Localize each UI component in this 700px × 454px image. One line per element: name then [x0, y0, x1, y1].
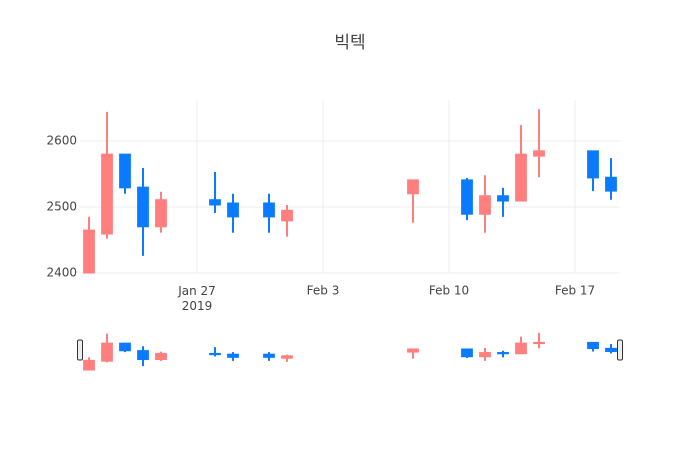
- candle-body: [281, 209, 293, 222]
- candle-body: [515, 153, 527, 202]
- candle-body: [533, 150, 545, 157]
- candle-body: [263, 202, 275, 218]
- candle-body: [119, 153, 131, 189]
- candle-body-mini: [461, 348, 473, 358]
- x-tick-label: Feb 10: [429, 284, 469, 298]
- candle-body-mini: [263, 353, 275, 358]
- candle-body: [155, 199, 167, 228]
- candle-body: [83, 229, 95, 274]
- candle-body-mini: [479, 352, 491, 358]
- candle-body-mini: [227, 353, 239, 358]
- candle-body: [137, 186, 149, 228]
- x-tick-label: Feb 17: [555, 284, 595, 298]
- candle-body: [209, 199, 221, 206]
- range-handle: [617, 339, 623, 361]
- candle-body-mini: [83, 359, 95, 371]
- y-tick-label: 2400: [46, 266, 77, 280]
- y-tick-label: 2600: [46, 133, 77, 147]
- candle-body-mini: [137, 350, 149, 361]
- y-tick-label: 2500: [46, 199, 77, 213]
- chart-title: 빅텍: [334, 33, 365, 53]
- candle-body-mini: [587, 341, 599, 350]
- candle-body: [587, 150, 599, 179]
- candle-body: [605, 176, 617, 192]
- candle-body-mini: [209, 352, 221, 356]
- x-tick-label: Jan 27 2019: [177, 284, 216, 313]
- candle-body-mini: [605, 347, 617, 353]
- candle-body: [101, 153, 113, 235]
- candle-body-mini: [497, 352, 509, 355]
- candle-body-mini: [515, 342, 527, 355]
- candle-body: [497, 195, 509, 202]
- candle-body: [407, 179, 419, 195]
- candle-body: [227, 202, 239, 218]
- candle-body-mini: [155, 352, 167, 361]
- candle-body-mini: [119, 342, 131, 352]
- candle-body: [461, 179, 473, 215]
- candle-body-mini: [101, 342, 113, 362]
- candle-body-mini: [533, 341, 545, 345]
- x-tick-label: Feb 3: [307, 284, 340, 298]
- candle-body-mini: [281, 355, 293, 359]
- candle-body: [479, 195, 491, 215]
- candle-body-mini: [407, 348, 419, 353]
- range-handle: [77, 339, 83, 361]
